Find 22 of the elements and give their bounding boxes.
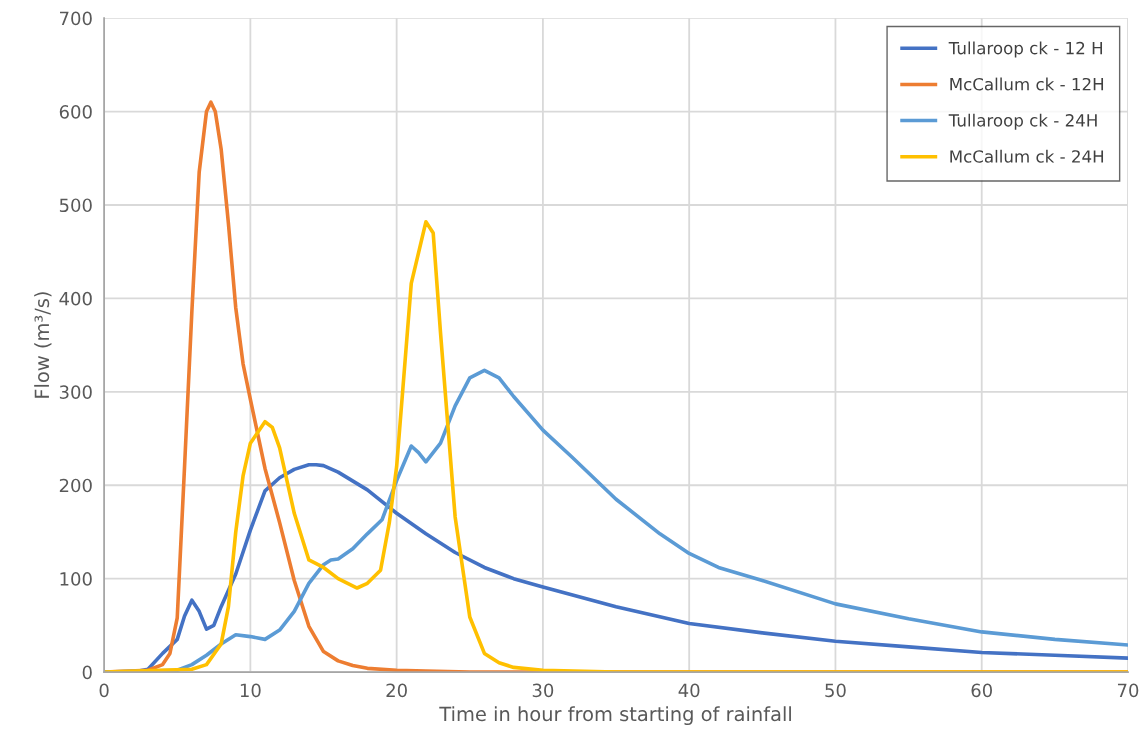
- x-tick-label: 50: [825, 683, 846, 698]
- y-tick-label: 700: [60, 11, 92, 26]
- y-tick-label: 0: [82, 665, 92, 680]
- x-tick-label: 10: [240, 683, 261, 698]
- x-tick-label: 40: [678, 683, 700, 698]
- x-tick-label: 0: [99, 683, 109, 698]
- legend-label: Tullaroop ck - 12 H: [948, 41, 1103, 58]
- y-tick-label: 400: [59, 291, 92, 306]
- y-axis-title: Flow (m³/s): [34, 292, 52, 398]
- y-tick-label: 300: [59, 385, 92, 399]
- x-axis-title: Time in hour from starting of rainfall: [439, 706, 791, 726]
- y-tick-label: 600: [59, 105, 92, 119]
- x-tick-label: 60: [971, 683, 992, 698]
- x-tick-label: 70: [1117, 683, 1139, 698]
- legend-label: McCallum ck - 24H: [950, 149, 1104, 163]
- y-tick-label: 500: [59, 198, 92, 213]
- y-tick-label: 100: [60, 572, 92, 586]
- x-tick-label: 20: [386, 683, 407, 698]
- x-tick-label: 30: [532, 683, 554, 698]
- y-tick-label: 200: [59, 478, 92, 493]
- legend-label: Tullaroop ck - 24H: [948, 113, 1097, 130]
- legend-label: McCallum ck - 12H: [950, 77, 1104, 91]
